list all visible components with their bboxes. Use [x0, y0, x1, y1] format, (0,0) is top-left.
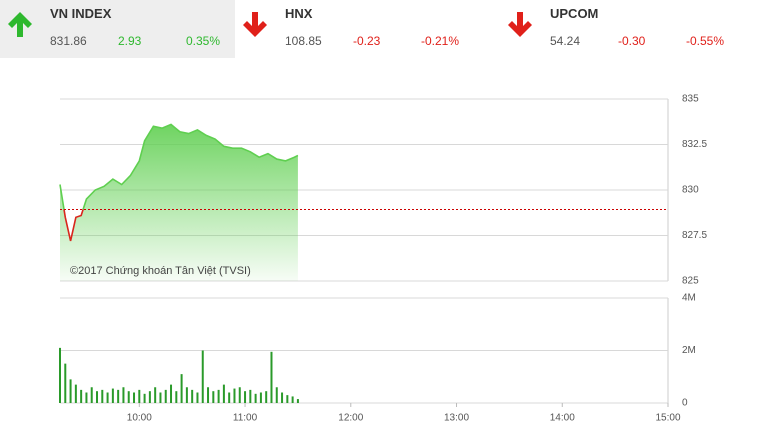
index-change: -0.30 — [618, 34, 646, 48]
index-tile[interactable]: UPCOM 54.24 -0.30 -0.55% — [500, 0, 770, 58]
volume-bar — [249, 389, 252, 403]
volume-bar — [180, 374, 183, 403]
volume-bar — [106, 392, 109, 403]
index-price: 108.85 — [285, 34, 322, 48]
volume-bar — [207, 387, 210, 403]
volume-bar — [122, 387, 125, 403]
y-tick-label: 835 — [682, 94, 699, 105]
y-tick-label: 827.5 — [682, 230, 707, 241]
volume-bar — [259, 392, 262, 403]
volume-bar — [185, 387, 188, 403]
volume-bar — [164, 389, 167, 403]
volume-bar — [201, 350, 204, 403]
volume-bar — [101, 389, 104, 403]
volume-bar — [222, 384, 225, 403]
volume-bar — [291, 396, 294, 403]
x-tick-label: 14:00 — [550, 413, 575, 424]
y-tick-label: 2M — [682, 345, 696, 356]
volume-bar — [117, 389, 120, 403]
volume-bar — [233, 388, 236, 403]
index-change: -0.23 — [353, 34, 381, 48]
direction-arrow — [8, 12, 32, 37]
index-percent: -0.21% — [421, 34, 460, 48]
volume-bar — [59, 347, 61, 403]
index-name: HNX — [285, 6, 313, 21]
arrow-shape — [243, 12, 267, 37]
volume-bar — [133, 392, 136, 403]
volume-bar — [238, 387, 241, 403]
index-name: UPCOM — [550, 6, 599, 21]
direction-arrow — [243, 12, 267, 37]
volume-bar — [64, 363, 67, 403]
x-tick-label: 15:00 — [655, 413, 680, 424]
volume-bar — [96, 391, 99, 403]
index-tile[interactable]: VN INDEX 831.86 2.93 0.35% — [0, 0, 235, 58]
volume-bar — [265, 391, 268, 403]
volume-bar — [148, 391, 151, 403]
volume-bar — [281, 392, 284, 403]
volume-bar — [85, 392, 88, 403]
volume-bar — [228, 392, 231, 403]
volume-bar — [212, 391, 215, 403]
direction-arrow — [508, 12, 532, 37]
watermark: ©2017 Chứng khoán Tân Việt (TVSI) — [70, 265, 251, 277]
volume-bar — [196, 392, 199, 403]
arrow-shape — [8, 12, 32, 37]
index-name: VN INDEX — [50, 6, 112, 21]
index-percent: 0.35% — [186, 34, 221, 48]
y-tick-label: 0 — [682, 398, 688, 409]
x-tick-label: 11:00 — [233, 413, 258, 424]
volume-bar — [127, 391, 130, 403]
arrow-shape — [508, 12, 532, 37]
x-tick-label: 13:00 — [444, 413, 469, 424]
volume-bar — [244, 391, 247, 403]
volume-bar — [175, 391, 178, 403]
volume-bar — [296, 399, 299, 403]
y-tick-label: 830 — [682, 185, 699, 196]
volume-bar — [138, 389, 141, 403]
volume-bar — [275, 387, 278, 403]
volume-bar — [154, 387, 157, 403]
x-tick-label: 10:00 — [127, 413, 152, 424]
index-price: 54.24 — [550, 34, 581, 48]
y-tick-label: 4M — [682, 293, 696, 304]
volume-bar — [69, 379, 72, 403]
volume-bar — [90, 387, 93, 403]
index-price: 831.86 — [50, 34, 87, 48]
volume-bar — [111, 388, 114, 403]
volume-bar — [286, 395, 289, 403]
price-line — [59, 123, 299, 242]
volume-bar — [80, 389, 83, 403]
index-tile[interactable]: HNX 108.85 -0.23 -0.21% — [235, 0, 500, 58]
volume-bar — [191, 389, 194, 403]
index-percent: -0.55% — [686, 34, 725, 48]
volume-bar — [159, 392, 162, 403]
volume-bar — [217, 389, 220, 403]
index-change: 2.93 — [118, 34, 142, 48]
volume-bar — [170, 384, 173, 403]
x-tick-label: 12:00 — [338, 413, 363, 424]
y-tick-label: 832.5 — [682, 139, 707, 150]
volume-bar — [74, 384, 77, 403]
volume-bar — [270, 351, 273, 403]
volume-bar — [254, 393, 257, 403]
y-tick-label: 825 — [682, 276, 699, 287]
price-area — [60, 124, 298, 281]
volume-bar — [143, 393, 146, 403]
